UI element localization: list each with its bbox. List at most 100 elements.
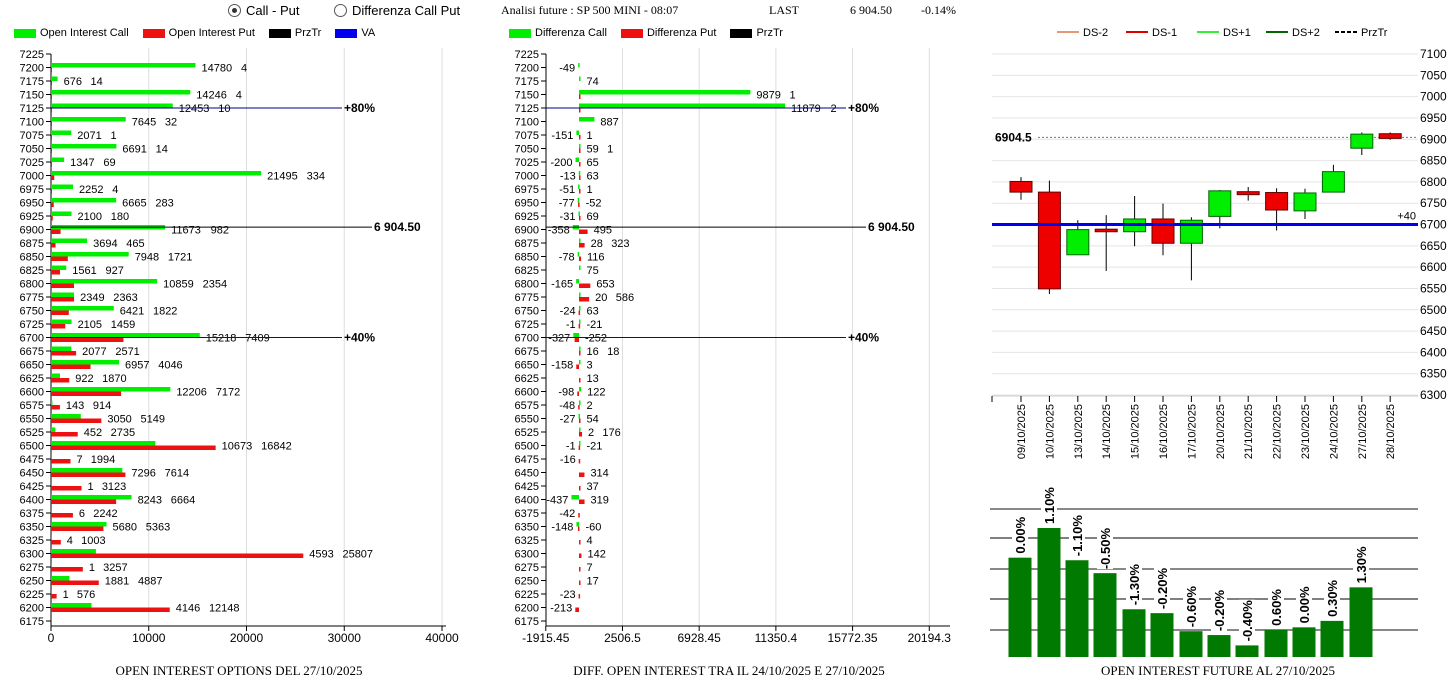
diff-call-label: -13 [560, 171, 576, 183]
oi-put-bar [51, 445, 216, 450]
candle-down [1094, 228, 1118, 233]
diff-put-bar [578, 445, 581, 450]
diff-call-bar [579, 346, 581, 351]
left-x-tick-label: 10000 [132, 631, 166, 645]
diff-put-label: 7 [587, 562, 593, 574]
diff-put-label: 653 [596, 279, 614, 291]
diff-put-bar [575, 607, 579, 612]
future-oi-bar [1349, 587, 1373, 657]
diff-put-label: 13 [587, 373, 599, 385]
diff-call-bar [579, 387, 582, 392]
candle-date-label: 17/10/2025 [1186, 404, 1198, 459]
diff-put-bar [579, 175, 581, 180]
diff-put-bar [578, 405, 580, 410]
mid-y-tick-label: 7050 [515, 144, 539, 156]
candle-legend-label: DS-1 [1152, 27, 1177, 39]
oi-call-label: 3050 [107, 414, 131, 426]
diff-call-bar [578, 184, 580, 189]
oi-call-bar [51, 171, 262, 176]
candle-y-tick-label: 7050 [1420, 68, 1447, 82]
candle-up [1179, 219, 1203, 244]
oi-put-label: 283 [155, 198, 173, 210]
oi-put-bar [51, 580, 99, 585]
mid-level-label: +80% [848, 101, 879, 115]
oi-call-label: 21495 [267, 171, 298, 183]
oi-call-label: 7 [76, 454, 82, 466]
future-label-bg [1353, 541, 1369, 584]
oi-call-bar [51, 346, 72, 351]
oi-call-label: 14246 [196, 90, 227, 102]
left-y-tick-label: 7100 [20, 117, 44, 129]
oi-put-label: 2363 [113, 292, 137, 304]
radio-call-put[interactable]: Call - Put [228, 3, 299, 18]
left-y-tick-label: 6675 [20, 346, 44, 358]
diff-call-bar [579, 400, 581, 405]
diff-put-bar [579, 580, 581, 585]
legend-przTr: PrzTr [730, 27, 783, 39]
radio-selected-icon[interactable] [228, 4, 241, 17]
diff-put-label: -48 [559, 400, 575, 412]
diff-call-label: 9879 [756, 90, 780, 102]
oi-put-bar [51, 607, 170, 612]
legend-label: PrzTr [756, 27, 783, 39]
legend-swatch [730, 28, 753, 38]
left-y-tick-label: 6600 [20, 387, 44, 399]
diff-put-label: 323 [611, 238, 629, 250]
candle-legend-label: DS+1 [1223, 27, 1251, 39]
candle-date-label: 09/10/2025 [1016, 404, 1028, 459]
candle-down [1378, 133, 1402, 139]
diff-put-bar [579, 378, 581, 383]
mid-y-tick-label: 7175 [515, 76, 539, 88]
future-oi-label: -0.40% [1240, 600, 1255, 642]
oi-call-bar [51, 603, 92, 608]
left-y-tick-label: 6875 [20, 238, 44, 250]
mid-y-tick-label: 6675 [515, 346, 539, 358]
diff-put-bar [579, 148, 581, 153]
future-oi-bar [1264, 629, 1288, 657]
diff-call-label: -1 [566, 441, 576, 453]
mid-y-tick-label: 6700 [515, 333, 539, 345]
mid-y-tick-label: 6775 [515, 292, 539, 304]
mid-y-tick-label: 6175 [515, 616, 539, 628]
oi-put-bar [51, 270, 61, 275]
candle-y-tick-label: 6800 [1420, 175, 1447, 189]
oi-put-bar [51, 432, 78, 437]
diff-put-label: 1 [587, 130, 593, 142]
radio-differenza-label: Differenza Call Put [352, 3, 461, 18]
oi-call-label: 2077 [82, 346, 106, 358]
oi-call-bar [51, 130, 72, 135]
diff-call-label: -77 [559, 198, 575, 210]
diff-call-bar [579, 144, 581, 149]
oi-put-bar [51, 135, 52, 140]
radio-unselected-icon[interactable] [334, 4, 347, 17]
legend-label: Open Interest Call [40, 27, 129, 39]
diff-put-bar [577, 391, 579, 396]
mid-y-tick-label: 6300 [515, 549, 539, 561]
future-label-bg [1211, 589, 1227, 632]
legend-label: PrzTr [294, 27, 322, 39]
future-label-bg [1296, 581, 1312, 624]
oi-put-label: 3257 [103, 562, 127, 574]
radio-differenza[interactable]: Differenza Call Put [334, 3, 460, 18]
diff-call-label: -1 [566, 319, 576, 331]
diff-call-label: 20 [595, 292, 607, 304]
oi-call-label: 1347 [70, 157, 94, 169]
mid-x-tick-label: 2506.5 [604, 631, 641, 645]
left-legend: Open Interest Call Open Interest Put Prz… [14, 27, 375, 39]
diff-call-label: -200 [550, 157, 572, 169]
oi-call-label: 2252 [79, 184, 103, 196]
oi-put-label: 5149 [141, 414, 165, 426]
oi-put-label: 180 [111, 211, 129, 223]
diff-call-bar [578, 171, 581, 176]
oi-call-label: 5680 [113, 522, 137, 534]
oi-put-label: 2354 [203, 279, 227, 291]
oi-put-bar [51, 418, 102, 423]
oi-call-label: 6665 [122, 198, 146, 210]
oi-call-label: 7645 [132, 117, 156, 129]
oi-put-label: 576 [77, 589, 95, 601]
oi-put-label: 4 [236, 90, 242, 102]
diff-call-label: -78 [559, 252, 575, 264]
candle-down [1037, 191, 1061, 290]
oi-call-bar [51, 576, 70, 581]
diff-put-bar [579, 162, 581, 167]
